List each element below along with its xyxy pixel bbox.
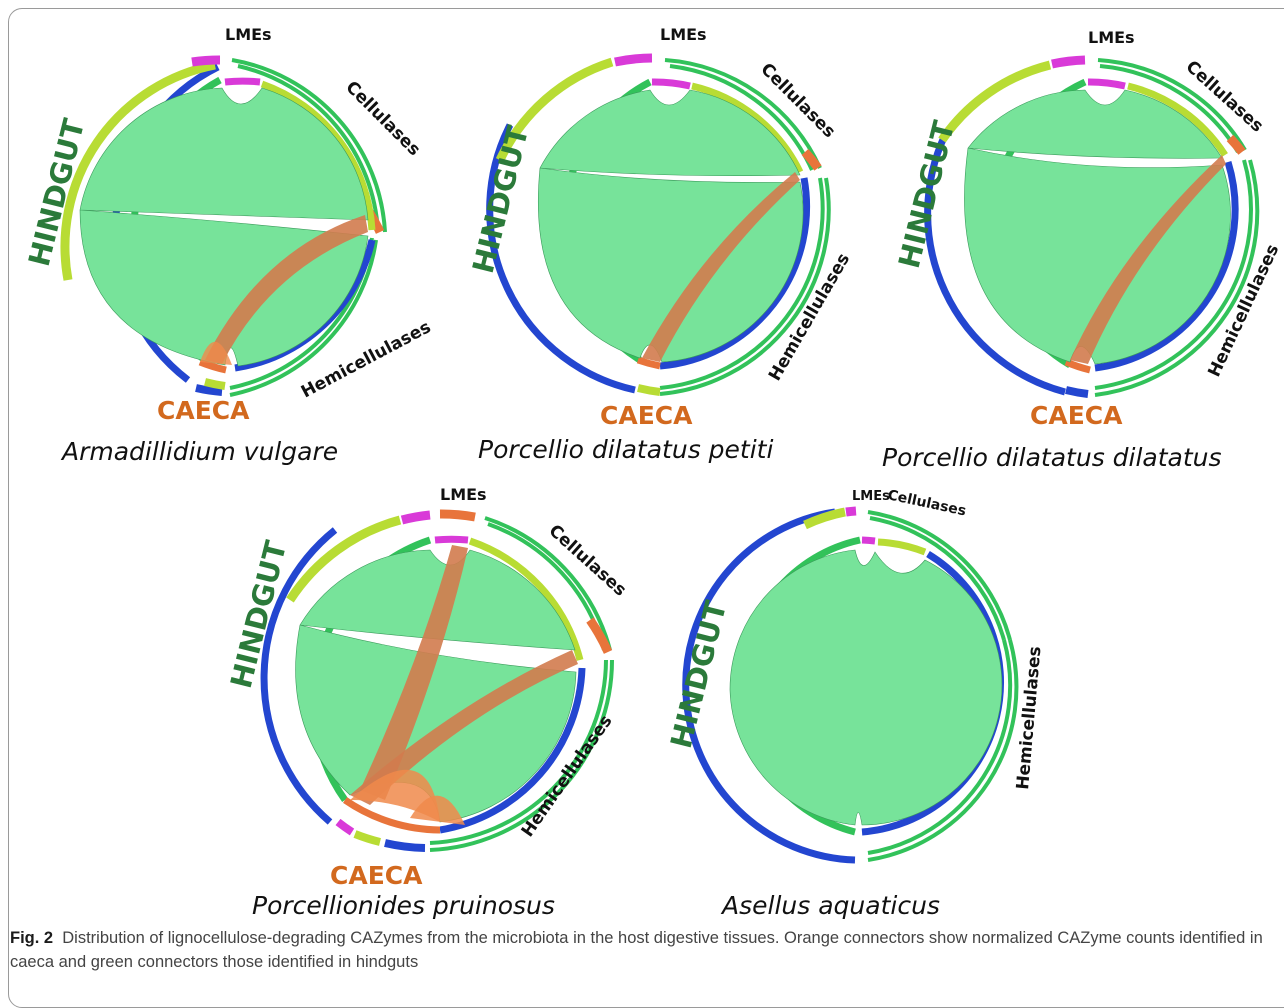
orange-connector-caeca-self — [200, 341, 232, 365]
figure-caption: Fig. 2 Distribution of lignocellulose-de… — [10, 926, 1272, 974]
hindgut-label: HINDGUT — [664, 597, 733, 752]
chord-panel-asellus-aquaticus: HINDGUT LMEs Cellulases Hemicellulases A… — [664, 487, 1046, 920]
cellulases-label: Cellulases — [886, 487, 967, 519]
lmes-label: LMEs — [225, 25, 272, 44]
figure-label: Fig. 2 — [10, 929, 54, 947]
lmes-label: LMEs — [852, 489, 890, 504]
orange-connector-caeca — [1070, 155, 1226, 364]
orange-connector-caeca-self — [410, 795, 465, 825]
caeca-label: CAECA — [330, 861, 423, 890]
species-name: Porcellionides pruinosus — [252, 891, 555, 920]
green-connector-hindgut — [79, 87, 369, 367]
chord-panel-porcellionides-pruinosus: HINDGUT CAECA LMEs Cellulases Hemicellul… — [224, 485, 630, 920]
lmes-label: LMEs — [660, 25, 707, 44]
caeca-label: CAECA — [157, 396, 250, 425]
caeca-label: CAECA — [600, 401, 693, 430]
species-name: Asellus aquaticus — [720, 891, 940, 920]
hindgut-label: HINDGUT — [466, 122, 535, 277]
caeca-label: CAECA — [1030, 401, 1123, 430]
chord-diagram-figure: HINDGUT CAECA LMEs Cellulases Hemicellul… — [22, 25, 1283, 920]
chord-panel-porcellio-dilatatus-dilatatus: HINDGUT CAECA LMEs Cellulases Hemicellul… — [882, 28, 1283, 472]
chord-panel-porcellio-dilatatus-petiti: HINDGUT CAECA LMEs Cellulases Hemicellul… — [466, 25, 854, 464]
chord-panel-armadillidium-vulgare: HINDGUT CAECA LMEs Cellulases Hemicellul… — [22, 25, 434, 466]
caption-text: Distribution of lignocellulose-degrading… — [10, 929, 1263, 971]
outer-percentage-ring — [682, 506, 1019, 864]
orange-connector-caeca — [360, 545, 468, 800]
outer-percentage-ring — [260, 509, 615, 852]
orange-connector-caeca — [350, 650, 578, 805]
species-name: Porcellio dilatatus dilatatus — [882, 443, 1222, 472]
hemicellulases-label: Hemicellulases — [1013, 646, 1045, 791]
hindgut-label: HINDGUT — [22, 115, 91, 270]
lmes-label: LMEs — [440, 485, 487, 504]
species-name: Porcellio dilatatus petiti — [478, 435, 773, 464]
outer-percentage-ring — [486, 53, 831, 396]
hindgut-label: HINDGUT — [892, 117, 961, 272]
orange-connector-caeca — [642, 172, 800, 362]
outer-percentage-ring — [924, 55, 1260, 398]
lmes-label: LMEs — [1088, 28, 1135, 47]
species-name: Armadillidium vulgare — [60, 437, 338, 466]
green-connector-hindgut — [729, 549, 1003, 826]
hindgut-label: HINDGUT — [224, 537, 293, 692]
